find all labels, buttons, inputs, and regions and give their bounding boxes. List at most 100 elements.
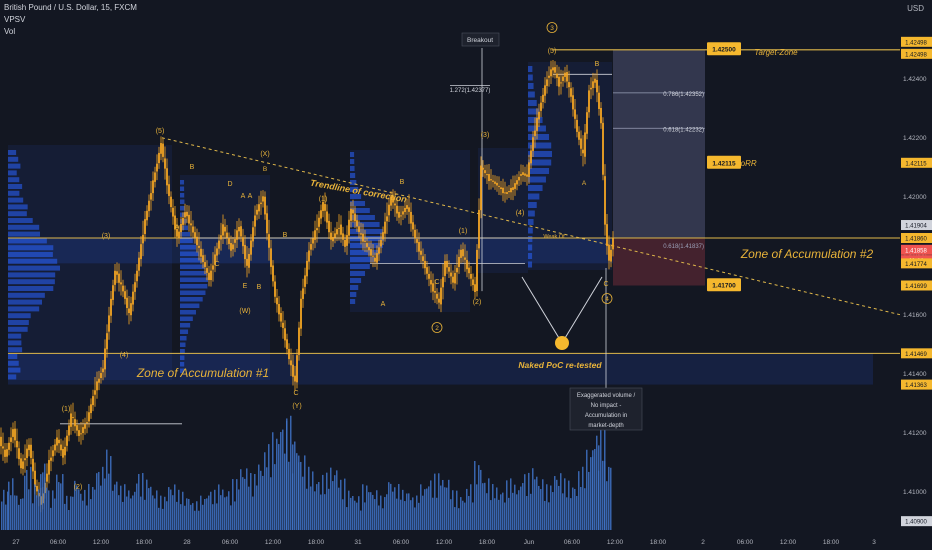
candle-body bbox=[564, 72, 566, 77]
candle-body bbox=[84, 424, 86, 429]
candle-body bbox=[450, 272, 452, 277]
volume-bar bbox=[384, 497, 386, 530]
volume-bar bbox=[234, 501, 236, 530]
x-tick-label: 06:00 bbox=[737, 539, 754, 546]
candle-body bbox=[266, 213, 268, 234]
candle-body bbox=[192, 226, 194, 233]
volume-bar bbox=[342, 499, 344, 530]
candle-body bbox=[434, 291, 436, 293]
volume-bar bbox=[104, 478, 106, 530]
volume-bar bbox=[588, 471, 590, 530]
volume-profile-bar bbox=[180, 342, 186, 347]
volume-bar bbox=[438, 473, 440, 530]
wave-label: (1) bbox=[319, 196, 328, 203]
volume-bar bbox=[468, 496, 470, 530]
volume-bar bbox=[592, 450, 594, 530]
volume-bar bbox=[420, 484, 422, 530]
candle-body bbox=[72, 417, 74, 419]
volume-bar bbox=[68, 510, 70, 530]
volume-bar bbox=[504, 502, 506, 530]
candle-body bbox=[190, 223, 192, 226]
volume-bar bbox=[586, 449, 588, 530]
wave-label: A bbox=[582, 180, 587, 187]
naked-poc-label: Naked PoC re-tested bbox=[518, 360, 602, 370]
candle-body bbox=[474, 284, 476, 293]
candle-body bbox=[540, 102, 542, 111]
candle-body bbox=[14, 428, 16, 441]
volume-bar bbox=[516, 494, 518, 530]
candle-body bbox=[344, 240, 346, 247]
candle-body bbox=[86, 422, 88, 424]
candle-body bbox=[420, 250, 422, 255]
candle-body bbox=[552, 67, 554, 71]
x-tick-label: 06:00 bbox=[393, 539, 410, 546]
candle-body bbox=[492, 180, 494, 182]
volume-bar bbox=[422, 495, 424, 530]
candle-body bbox=[464, 257, 466, 260]
candle-body bbox=[196, 236, 198, 246]
x-tick-label: 12:00 bbox=[780, 539, 797, 546]
volume-bar bbox=[378, 505, 380, 530]
volume-profile-bar bbox=[180, 180, 185, 185]
candle-body bbox=[568, 82, 570, 88]
volume-bar bbox=[90, 499, 92, 530]
volume-bar bbox=[62, 474, 64, 530]
candle-body bbox=[228, 237, 230, 244]
candle-body bbox=[48, 460, 50, 475]
volume-profile-bar bbox=[8, 279, 55, 285]
candle-body bbox=[74, 419, 76, 427]
volume-profile-bar bbox=[8, 347, 23, 353]
volume-bar bbox=[412, 497, 414, 530]
volume-bar bbox=[416, 495, 418, 530]
candle-body bbox=[46, 473, 48, 482]
candle-body bbox=[334, 233, 336, 238]
price-axis-badge-text: 1.42498 bbox=[905, 52, 927, 58]
volume-bar bbox=[56, 474, 58, 530]
volume-bar bbox=[502, 492, 504, 530]
candle-body bbox=[482, 167, 484, 170]
volume-bar bbox=[498, 499, 500, 530]
volume-profile-bar bbox=[180, 264, 206, 269]
volume-profile-bar bbox=[180, 199, 185, 204]
volume-bar bbox=[518, 490, 520, 530]
candle-body bbox=[224, 226, 226, 232]
candle-body bbox=[368, 247, 370, 251]
volume-bar bbox=[450, 499, 452, 530]
volume-bar bbox=[410, 500, 412, 530]
volume-bar bbox=[506, 480, 508, 530]
candle-body bbox=[274, 281, 276, 297]
candle-body bbox=[220, 235, 222, 240]
candle-body bbox=[446, 260, 448, 268]
candle-body bbox=[512, 187, 514, 190]
volume-profile-bar bbox=[180, 323, 191, 328]
candle-body bbox=[424, 260, 426, 269]
wave-label-circled: 2 bbox=[435, 325, 439, 332]
candle-body bbox=[442, 277, 444, 288]
volume-bar bbox=[334, 475, 336, 530]
candle-body bbox=[110, 298, 112, 316]
candle-body bbox=[98, 378, 100, 383]
x-tick-label: 18:00 bbox=[823, 539, 840, 546]
x-tick-label: 12:00 bbox=[607, 539, 624, 546]
candle-body bbox=[312, 238, 314, 244]
volume-bar bbox=[568, 480, 570, 530]
volume-bar bbox=[252, 496, 254, 530]
candle-body bbox=[116, 271, 118, 275]
volume-bar bbox=[434, 473, 436, 530]
candle-body bbox=[258, 204, 260, 212]
candle-body bbox=[606, 224, 608, 246]
volume-bar bbox=[552, 492, 554, 530]
candle-body bbox=[588, 90, 590, 113]
candle-body bbox=[498, 185, 500, 187]
volume-bar bbox=[218, 484, 220, 530]
volume-profile-bar bbox=[528, 66, 533, 72]
volume-profile-bar bbox=[8, 320, 29, 325]
volume-bar bbox=[14, 495, 16, 530]
candle-body bbox=[246, 258, 248, 266]
volume-profile-bar bbox=[8, 231, 41, 237]
currency-label: USD bbox=[907, 4, 924, 13]
volume-bar bbox=[46, 487, 48, 530]
volume-bar bbox=[242, 477, 244, 530]
wave-label: (Y) bbox=[292, 403, 301, 410]
